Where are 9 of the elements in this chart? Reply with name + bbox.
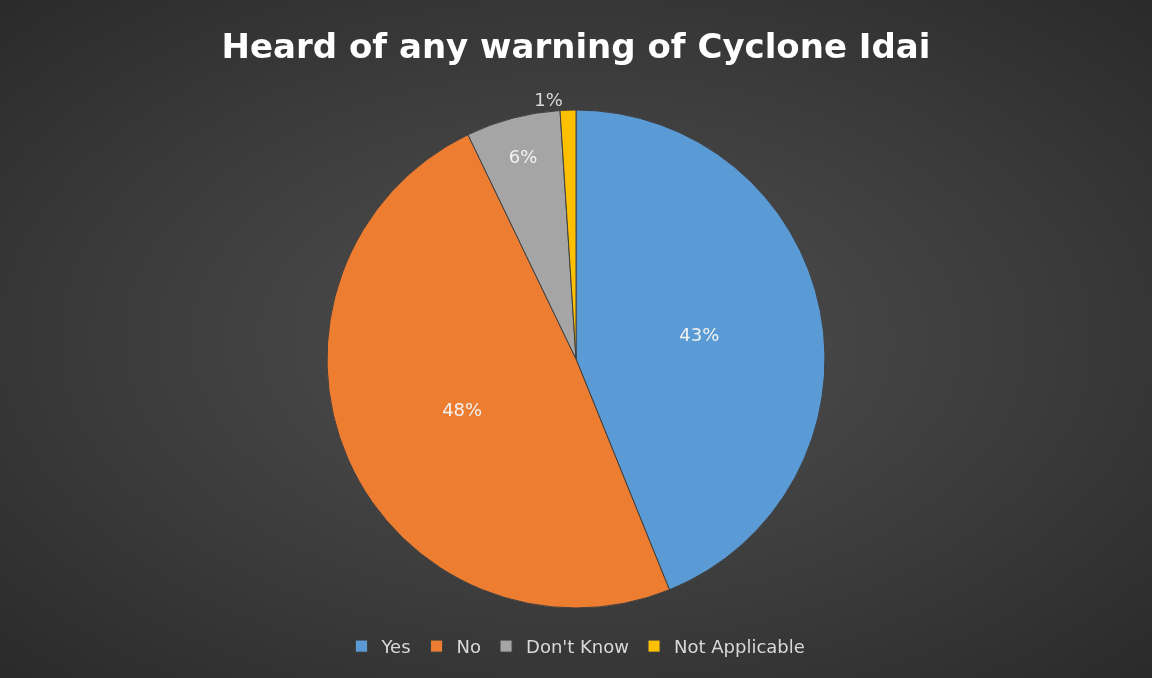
legend-label: Don't Know xyxy=(526,636,630,658)
data-label: 48% xyxy=(442,398,483,420)
data-label: 6% xyxy=(508,146,538,168)
legend-label: No xyxy=(456,636,482,658)
data-label: 43% xyxy=(679,324,720,346)
data-label: 1% xyxy=(534,89,563,111)
chart-title: Heard of any warning of Cyclone Idai xyxy=(221,25,931,66)
legend-label: Yes xyxy=(380,636,411,658)
legend-label: Not Applicable xyxy=(674,636,805,658)
